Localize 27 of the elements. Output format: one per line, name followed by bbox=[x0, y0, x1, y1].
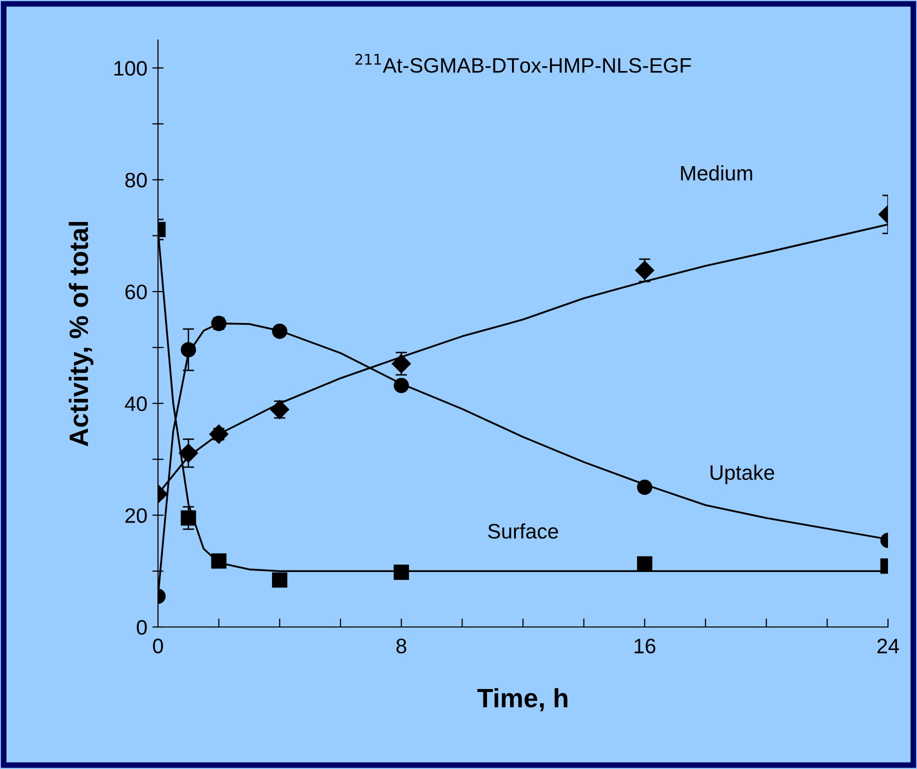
y-tick-label: 0 bbox=[136, 620, 147, 635]
point bbox=[392, 354, 411, 374]
x-axis-title: Time, h bbox=[477, 688, 568, 712]
y-tick-label: 40 bbox=[124, 396, 147, 412]
x-tick-label: 16 bbox=[634, 638, 656, 654]
point bbox=[180, 342, 196, 358]
point bbox=[272, 324, 288, 339]
point bbox=[272, 572, 288, 588]
annotation: Surface bbox=[488, 523, 558, 539]
text: $^{211}$At-SGMAB-DTox-HMP-NLS-EGF bbox=[355, 54, 691, 73]
y-tick-label: 100 bbox=[114, 60, 147, 76]
point bbox=[180, 510, 196, 526]
point bbox=[178, 444, 198, 463]
annotation: Medium bbox=[681, 165, 752, 181]
y-axis-title: Activity, % of total bbox=[68, 222, 94, 446]
y-tick-label: 60 bbox=[125, 284, 147, 300]
y-tick-label: 80 bbox=[125, 172, 147, 188]
point bbox=[394, 378, 409, 394]
point bbox=[211, 553, 226, 569]
x-tick-label: 24 bbox=[877, 638, 899, 654]
annotation: Uptake bbox=[710, 464, 774, 484]
y-tick-label: 20 bbox=[125, 508, 147, 523]
x-tick-label: 8 bbox=[396, 638, 406, 654]
x-tick-label: 0 bbox=[153, 638, 163, 654]
point bbox=[270, 400, 290, 420]
point bbox=[209, 424, 228, 444]
point bbox=[394, 564, 409, 580]
